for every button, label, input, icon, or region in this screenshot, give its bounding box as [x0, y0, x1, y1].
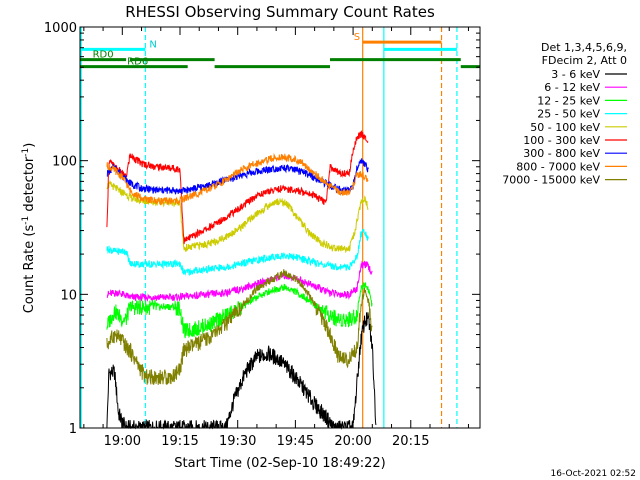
series-line-3: [106, 228, 369, 277]
footer-timestamp: 16-Oct-2021 02:52: [551, 469, 636, 479]
series-line-8: [106, 269, 373, 385]
legend-header-line-1: Det 1,3,4,5,6,9,: [541, 41, 627, 54]
y-tick-label-3: 1000: [44, 21, 77, 36]
legend-label-4: 50 - 100 keV: [530, 121, 600, 134]
y-axis-label-main: Count Rate (s: [22, 225, 37, 314]
y-tick-label-2: 100: [52, 155, 77, 170]
x-axis-label: Start Time (02-Sep-10 18:49:22): [174, 456, 385, 471]
legend-label-0: 3 - 6 keV: [551, 68, 600, 81]
decim-lower-label-1: RD6: [127, 57, 148, 68]
series-line-1: [106, 260, 373, 302]
y-axis-label-close: ): [22, 143, 37, 148]
x-tick-label-2: 19:30: [219, 434, 256, 449]
saa-label-0: S: [354, 32, 360, 43]
axes-layer: 19:00 19:15 19:30 19:45 20:00 20:15 1 10 100 1000: [44, 21, 480, 449]
series-line-5: [106, 129, 369, 245]
x-tick-label-4: 20:00: [334, 434, 371, 449]
legend: Det 1,3,4,5,6,9, FDecim 2, Att 0 3 - 6 k…: [502, 41, 627, 187]
x-tick-label-1: 19:15: [161, 434, 198, 449]
series-layer: [106, 129, 377, 430]
series-line-7: [106, 152, 369, 206]
legend-label-7: 800 - 7000 keV: [516, 160, 600, 173]
y-axis-label-rest: detector: [22, 156, 37, 216]
legend-label-8: 7000 - 15000 keV: [502, 174, 600, 187]
legend-header-line-2: FDecim 2, Att 0: [542, 54, 627, 67]
y-tick-label-1: 10: [60, 288, 77, 303]
y-axis-label: Count Rate (s-1 detector-1): [21, 143, 37, 314]
night-label-0: N: [149, 39, 156, 50]
legend-label-1: 6 - 12 keV: [544, 81, 600, 94]
plot-frame: [79, 26, 481, 429]
legend-label-5: 100 - 300 keV: [523, 134, 600, 147]
y-axis-label-sup: -1: [21, 216, 31, 225]
legend-label-2: 12 - 25 keV: [537, 94, 600, 107]
markers-layer: N S RD0 RD6: [80, 27, 480, 428]
x-tick-label-0: 19:00: [104, 434, 141, 449]
x-tick-label-3: 19:45: [277, 434, 314, 449]
legend-label-6: 300 - 800 keV: [523, 147, 600, 160]
y-tick-label-0: 1: [69, 422, 77, 437]
legend-label-3: 25 - 50 keV: [537, 108, 600, 121]
decim-upper-label-0: RD0: [93, 50, 114, 61]
chart-title: RHESSI Observing Summary Count Rates: [125, 3, 435, 21]
x-tick-label-5: 20:15: [392, 434, 429, 449]
y-axis-label-sup-2: -1: [21, 148, 31, 157]
